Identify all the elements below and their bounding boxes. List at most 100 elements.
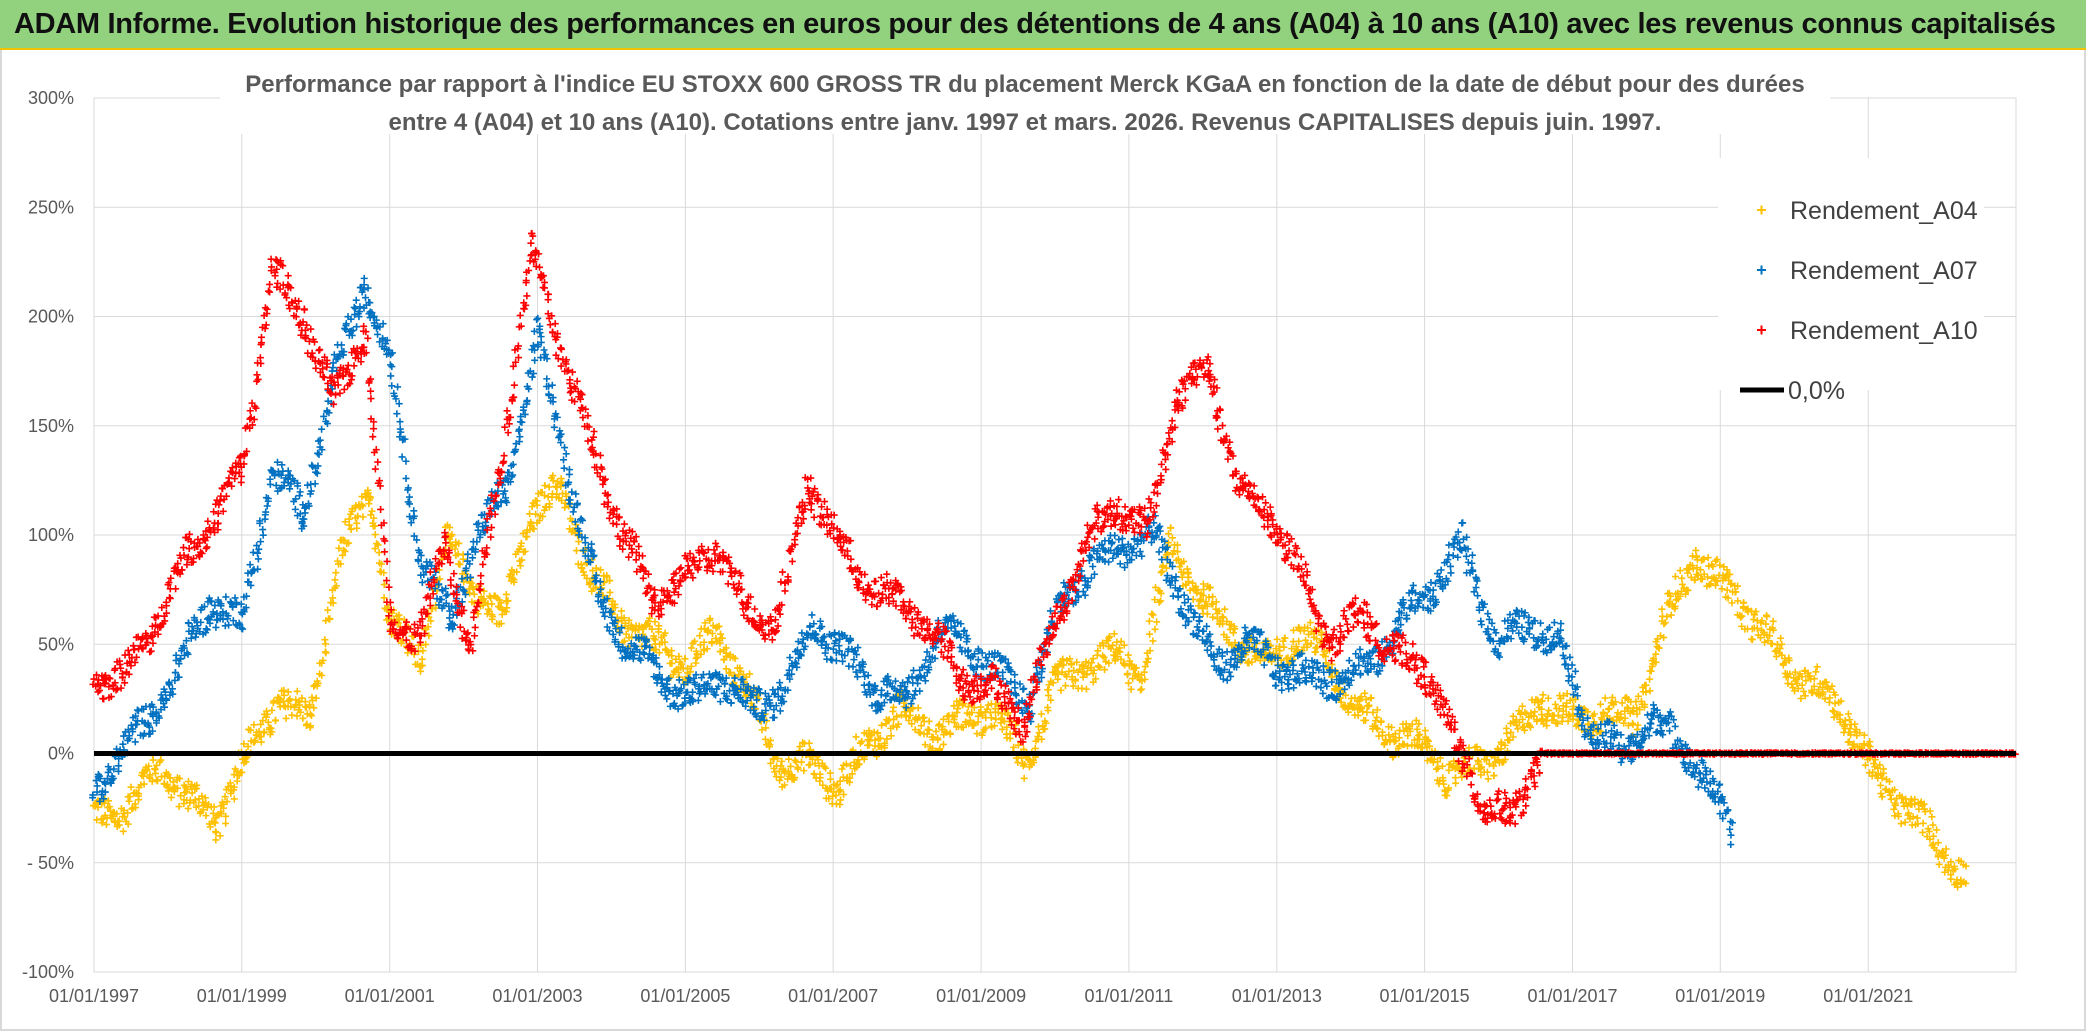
data-point — [973, 730, 981, 738]
data-point — [1337, 698, 1345, 706]
data-point — [1388, 723, 1396, 731]
data-point — [716, 648, 724, 656]
data-point — [800, 767, 808, 775]
data-point — [1212, 598, 1220, 606]
data-point — [1096, 663, 1104, 671]
data-point — [921, 741, 929, 749]
data-point — [939, 715, 947, 723]
data-point — [257, 538, 265, 546]
data-point — [1057, 686, 1065, 694]
data-point — [1377, 717, 1385, 725]
data-point — [651, 618, 659, 626]
data-point — [1049, 679, 1057, 687]
data-point — [915, 728, 923, 736]
data-point — [133, 706, 141, 714]
y-tick-label: 300% — [28, 88, 74, 108]
data-point — [589, 567, 597, 575]
data-point — [1138, 552, 1146, 560]
data-point — [1202, 598, 1210, 606]
x-tick-label: 01/01/2021 — [1823, 986, 1913, 1006]
data-point — [1933, 826, 1941, 834]
data-point — [282, 714, 290, 722]
data-point — [581, 571, 589, 579]
data-point — [324, 606, 332, 614]
data-point — [523, 533, 531, 541]
data-point — [1127, 685, 1135, 693]
data-point — [374, 458, 382, 466]
data-point — [1099, 652, 1107, 660]
data-point — [222, 593, 230, 601]
data-point — [1403, 742, 1411, 750]
data-point — [558, 478, 566, 486]
data-point — [1666, 727, 1674, 735]
y-tick-label: 250% — [28, 197, 74, 217]
data-point — [825, 795, 833, 803]
data-point — [1203, 610, 1211, 618]
data-point — [934, 734, 942, 742]
data-point — [1209, 593, 1217, 601]
data-point — [447, 576, 455, 584]
data-point — [380, 581, 388, 589]
data-point — [405, 493, 413, 501]
data-point — [322, 649, 330, 657]
data-point — [454, 550, 462, 558]
data-point — [339, 551, 347, 559]
data-point — [1421, 727, 1429, 735]
data-point — [1290, 684, 1298, 692]
data-point — [854, 756, 862, 764]
data-point — [596, 578, 604, 586]
data-point — [716, 698, 724, 706]
data-point — [1172, 573, 1180, 581]
data-point — [1447, 562, 1455, 570]
data-point — [858, 737, 866, 745]
data-point — [104, 797, 112, 805]
data-point — [1207, 642, 1215, 650]
data-point — [345, 521, 353, 529]
data-point — [113, 810, 121, 818]
data-point — [746, 670, 754, 678]
data-point — [923, 730, 931, 738]
data-point — [1141, 663, 1149, 671]
data-point — [340, 385, 348, 393]
data-point — [1357, 693, 1365, 701]
data-point — [113, 685, 121, 693]
data-point — [359, 502, 367, 510]
x-tick-label: 01/01/2005 — [640, 986, 730, 1006]
data-point — [139, 772, 147, 780]
data-point — [316, 346, 324, 354]
data-point — [364, 284, 372, 292]
data-point — [1919, 819, 1927, 827]
data-point — [195, 802, 203, 810]
data-point — [1831, 699, 1839, 707]
data-point — [1019, 762, 1027, 770]
data-point — [1763, 613, 1771, 621]
data-point — [1769, 617, 1777, 625]
data-point — [1561, 661, 1569, 669]
data-point — [1146, 647, 1154, 655]
data-point — [518, 556, 526, 564]
data-point — [867, 732, 875, 740]
data-point — [791, 774, 799, 782]
data-point — [871, 736, 879, 744]
data-point — [935, 722, 943, 730]
data-point — [639, 649, 647, 657]
data-point — [226, 779, 234, 787]
data-point — [832, 782, 840, 790]
data-point — [1813, 663, 1821, 671]
data-point — [135, 796, 143, 804]
data-point — [1748, 636, 1756, 644]
data-point — [307, 325, 315, 333]
data-point — [549, 477, 557, 485]
data-point — [332, 569, 340, 577]
data-point — [212, 828, 220, 836]
data-point — [184, 805, 192, 813]
data-point — [535, 517, 543, 525]
data-point — [1303, 643, 1311, 651]
x-axis-ticks: 01/01/1997 01/01/1999 01/01/2001 01/01/2003… — [49, 986, 1913, 1006]
data-point — [1197, 596, 1205, 604]
data-point — [541, 492, 549, 500]
data-point — [337, 560, 345, 568]
data-point — [1151, 596, 1159, 604]
data-point — [655, 649, 663, 657]
data-point — [373, 540, 381, 548]
